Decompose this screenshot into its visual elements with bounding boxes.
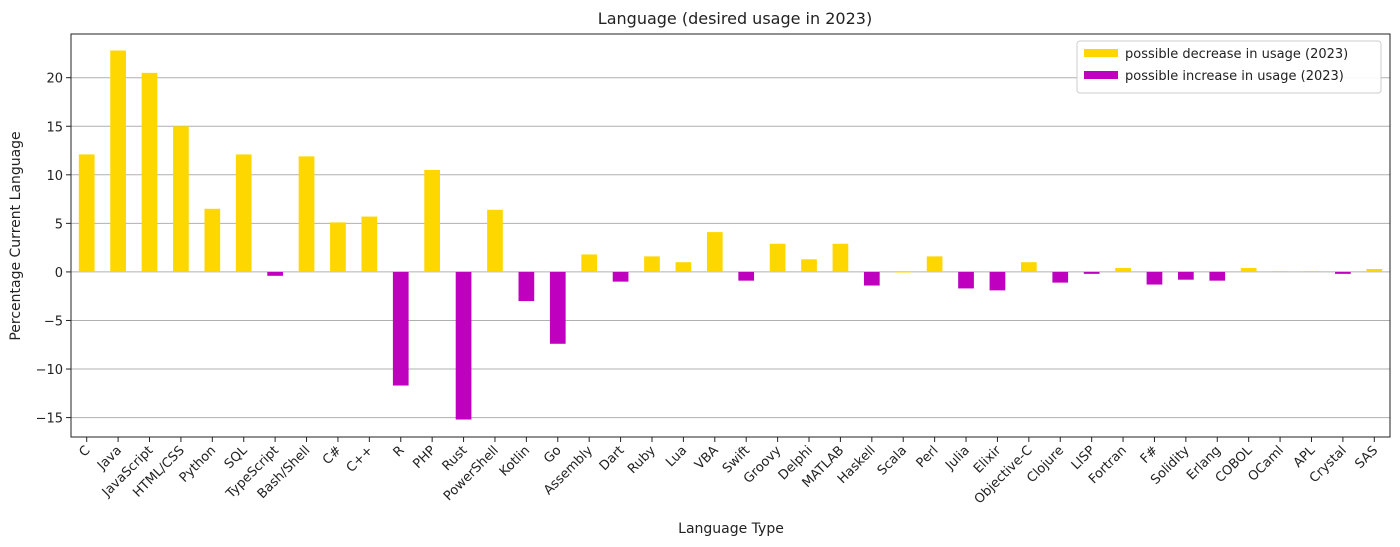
legend-box — [1076, 40, 1382, 94]
bar-kotlin — [518, 271, 535, 302]
y-tick-label: −5 — [44, 314, 63, 329]
bar-cobol — [1240, 268, 1257, 272]
y-tick-label: 20 — [46, 72, 63, 87]
bar-powershell — [487, 209, 503, 272]
bar-typescript — [267, 271, 283, 276]
bar-apl — [1303, 270, 1320, 272]
bar-elixir — [989, 271, 1006, 291]
x-tick-label: F# — [1138, 443, 1162, 467]
bar-erlang — [1209, 271, 1226, 281]
x-tick-label: OCaml — [1246, 443, 1287, 484]
x-tick-label: R — [391, 443, 408, 460]
y-axis: −15 −10 −5 0 5 10 15 20 — [36, 72, 71, 427]
x-tick-label: Go — [541, 443, 564, 466]
legend-label-decrease: possible decrease in usage (2023) — [1125, 47, 1348, 62]
legend-label-increase: possible increase in usage (2023) — [1125, 69, 1344, 84]
bar-groovy — [769, 243, 786, 272]
bar-php — [424, 169, 441, 272]
bar-python — [204, 208, 221, 272]
x-tick-label: VBA — [692, 443, 722, 473]
legend: possible decrease in usage (2023) possib… — [1076, 40, 1382, 94]
y-tick-label: 5 — [55, 217, 63, 232]
x-tick-label: Dart — [597, 443, 628, 474]
y-tick-label: 15 — [46, 120, 63, 135]
bar-r — [392, 271, 409, 386]
x-tick-label: PHP — [410, 443, 439, 472]
bar-objective-c — [1020, 262, 1037, 272]
legend-swatch-decrease — [1084, 49, 1118, 57]
chart-title: Language (desired usage in 2023) — [598, 9, 872, 28]
bars — [78, 50, 1383, 420]
y-axis-label: Percentage Current Language — [8, 131, 24, 340]
bar-clojure — [1052, 271, 1069, 283]
x-tick-label: C — [77, 443, 94, 460]
bar-ruby — [644, 256, 660, 272]
bar-lua — [675, 262, 692, 272]
x-tick-label: Kotlin — [497, 443, 533, 479]
x-tick-label: Scala — [875, 443, 910, 478]
x-tick-label: C++ — [344, 443, 376, 475]
bar-crystal — [1335, 271, 1351, 274]
bar-html-css — [173, 126, 189, 272]
bar-rust — [455, 271, 472, 420]
grid-lines — [71, 77, 1390, 419]
x-tick-label: Julia — [942, 443, 973, 474]
bar-sas — [1366, 269, 1383, 272]
bar-java — [110, 50, 126, 272]
bar-lisp — [1083, 271, 1100, 274]
x-tick-label: SAS — [1352, 443, 1381, 472]
bar-haskell — [863, 271, 880, 286]
bar-fortran — [1115, 268, 1131, 272]
bar-solidity — [1178, 271, 1194, 280]
x-tick-label: Lua — [663, 443, 690, 470]
bar-matlab — [832, 243, 849, 272]
bar-c- — [361, 216, 378, 272]
plot-frame — [70, 33, 1391, 438]
legend-swatch-increase — [1084, 71, 1118, 79]
x-tick-label: Perl — [914, 443, 942, 471]
x-tick-label: Ruby — [625, 443, 659, 477]
bar-dart — [612, 271, 629, 282]
bar-assembly — [581, 254, 598, 272]
bar-perl — [926, 256, 943, 272]
bar-sql — [235, 154, 252, 272]
y-tick-label: −10 — [36, 363, 63, 378]
bar-javascript — [141, 72, 158, 272]
bar-go — [549, 271, 566, 344]
bar-vba — [706, 232, 723, 272]
bar-scala — [895, 271, 912, 273]
bar-swift — [738, 271, 755, 281]
bar-delphi — [801, 259, 817, 272]
y-tick-label: 10 — [46, 169, 63, 184]
y-tick-label: 0 — [55, 266, 63, 281]
bar-ocaml — [1272, 270, 1288, 272]
y-tick-label: −15 — [36, 412, 63, 427]
bar-julia — [958, 271, 974, 289]
bar-f- — [1146, 271, 1163, 285]
bar-c — [78, 154, 95, 272]
bar-c- — [330, 222, 346, 272]
x-axis-label: Language Type — [678, 521, 784, 537]
bar-bash-shell — [298, 156, 315, 272]
x-tick-label: C# — [320, 443, 345, 468]
